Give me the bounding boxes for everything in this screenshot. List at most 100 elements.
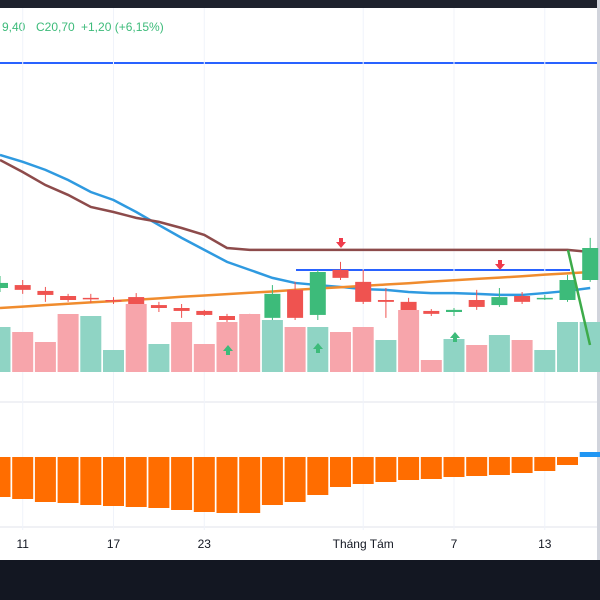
signals bbox=[223, 238, 596, 355]
histogram-bar bbox=[239, 457, 261, 513]
histogram-bar bbox=[171, 322, 193, 372]
histogram-bar bbox=[579, 322, 600, 372]
histogram-bar bbox=[375, 457, 397, 482]
histogram-bar bbox=[307, 457, 329, 495]
histogram-bar bbox=[488, 457, 510, 475]
x-tick-label: 13 bbox=[538, 537, 552, 551]
candle-body bbox=[536, 297, 553, 300]
histogram-bar bbox=[557, 457, 578, 465]
candle-body bbox=[332, 269, 349, 278]
up-arrow bbox=[450, 332, 460, 342]
histogram-bar bbox=[239, 314, 261, 372]
histogram-bar bbox=[330, 332, 351, 372]
histogram-bar bbox=[34, 342, 56, 372]
histogram-bar bbox=[488, 335, 510, 372]
histogram-bar bbox=[171, 457, 193, 510]
histogram-bar bbox=[534, 350, 556, 372]
histogram-bar bbox=[57, 457, 79, 503]
histogram-bar bbox=[261, 457, 283, 505]
histogram-bar bbox=[34, 457, 56, 502]
bottom-bar bbox=[0, 560, 600, 600]
right-edge bbox=[597, 0, 600, 560]
candle-body bbox=[491, 297, 508, 306]
candle-body bbox=[264, 293, 281, 318]
panes: 11 17 23 Tháng Tám 7 13 bbox=[0, 8, 600, 551]
histogram-bar bbox=[216, 457, 238, 513]
x-tick-label: 11 bbox=[16, 537, 29, 551]
candle-body bbox=[468, 300, 485, 307]
top-bar bbox=[0, 0, 600, 8]
histogram-bar bbox=[511, 457, 533, 473]
histogram-bar bbox=[12, 332, 34, 372]
histogram-bar bbox=[0, 457, 11, 497]
candle-body bbox=[0, 282, 8, 288]
histogram-bar bbox=[284, 457, 306, 502]
histogram-bar bbox=[466, 457, 488, 476]
histogram-bar bbox=[12, 457, 34, 499]
moving-average bbox=[0, 158, 591, 254]
histogram-bar bbox=[579, 452, 600, 457]
candle-body bbox=[355, 281, 372, 302]
header-change: +1,20 (+6,15%) bbox=[81, 20, 164, 34]
candle-body bbox=[219, 316, 235, 320]
candle-body bbox=[559, 280, 576, 300]
candle-body bbox=[173, 308, 190, 311]
histogram-bar bbox=[375, 340, 397, 372]
candle-body bbox=[105, 300, 122, 302]
histogram-bar bbox=[557, 322, 578, 372]
up-arrow bbox=[586, 266, 596, 276]
histogram-bar bbox=[443, 339, 465, 372]
x-tick-label: Tháng Tám bbox=[333, 537, 394, 551]
x-tick-label: 23 bbox=[198, 537, 212, 551]
up-arrow bbox=[223, 345, 233, 355]
histogram-bar bbox=[352, 327, 374, 372]
x-tick-label: 17 bbox=[107, 537, 121, 551]
histogram-bar bbox=[125, 304, 147, 372]
candle-body bbox=[150, 305, 167, 308]
histogram-bar bbox=[103, 350, 124, 372]
down-arrow bbox=[336, 238, 346, 248]
histogram-bar bbox=[0, 327, 11, 372]
histogram-bar bbox=[352, 457, 374, 484]
histogram-bar bbox=[148, 457, 170, 508]
histogram-bar bbox=[103, 457, 124, 506]
candle-body bbox=[287, 289, 304, 318]
trend-line bbox=[566, 249, 592, 346]
candle-body bbox=[37, 290, 54, 295]
candle-body bbox=[423, 310, 440, 314]
histogram-bar bbox=[420, 360, 442, 372]
candle-body bbox=[196, 310, 213, 315]
down-arrow bbox=[495, 260, 505, 270]
candle-body bbox=[82, 297, 99, 300]
histogram-bar bbox=[420, 457, 442, 479]
histogram-bar bbox=[80, 457, 102, 505]
histogram-bar bbox=[466, 345, 488, 372]
histogram-bar bbox=[57, 314, 79, 372]
histogram-bar bbox=[148, 344, 170, 372]
up-arrow bbox=[313, 343, 323, 353]
header-close: C20,70 bbox=[36, 20, 75, 34]
candle-body bbox=[309, 272, 326, 315]
candle-body bbox=[514, 296, 531, 302]
histogram-bar bbox=[398, 310, 420, 372]
histogram-bar bbox=[534, 457, 556, 471]
candle-body bbox=[60, 296, 77, 300]
histogram-bar bbox=[261, 320, 283, 372]
histogram-bar bbox=[511, 340, 533, 372]
histogram-bar bbox=[330, 457, 351, 487]
header-value: 9,40 bbox=[2, 20, 26, 34]
candle-body bbox=[400, 301, 417, 312]
histogram-bar bbox=[284, 327, 306, 372]
moving-average bbox=[0, 153, 591, 297]
histogram-bar bbox=[193, 344, 215, 372]
candle-body bbox=[446, 309, 462, 312]
candle-body bbox=[377, 300, 394, 302]
candle-body bbox=[14, 285, 31, 290]
histogram-bar bbox=[125, 457, 147, 507]
x-tick-label: 7 bbox=[451, 537, 458, 551]
histogram-bar bbox=[398, 457, 420, 480]
histogram-bar bbox=[443, 457, 465, 477]
histogram-bar bbox=[193, 457, 215, 512]
candle-body bbox=[128, 297, 145, 307]
